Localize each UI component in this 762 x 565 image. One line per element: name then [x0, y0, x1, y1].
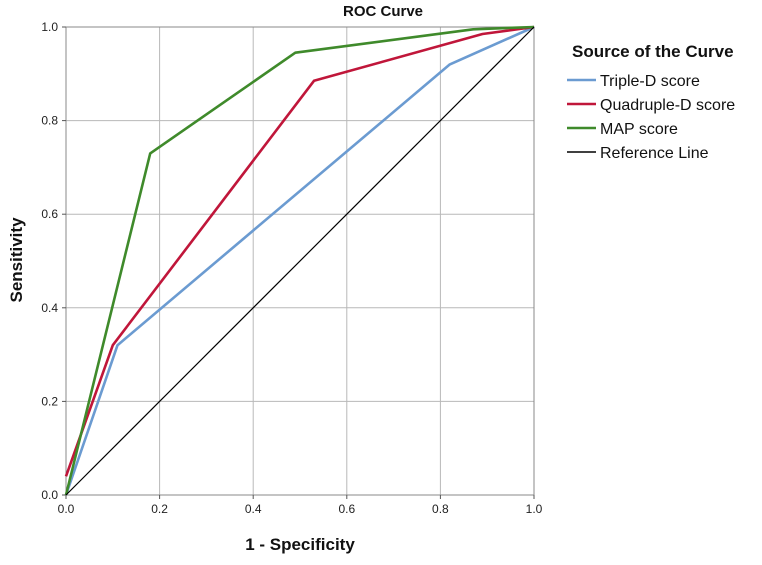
x-tick-label: 0.8: [432, 502, 449, 516]
x-tick-label: 0.4: [245, 502, 262, 516]
x-tick-label: 1.0: [526, 502, 543, 516]
series-line-reference-line: [65, 26, 535, 496]
y-tick-label: 0.2: [41, 394, 58, 408]
y-axis-title: Sensitivity: [7, 217, 26, 303]
axis-ticks: 0.0 0.2 0.4 0.6 0.8 1.0 0.0 0.2 0.4 0.6 0.8 1.0: [41, 20, 542, 516]
y-tick-label: 0.6: [41, 207, 58, 221]
x-tick-label: 0.6: [338, 502, 355, 516]
chart-title: ROC Curve: [343, 3, 423, 20]
y-tick-label: 0.8: [41, 114, 58, 128]
legend-label-quadruple-d-score: Quadruple-D score: [600, 97, 735, 114]
series-line-triple-d-score: [64, 25, 535, 496]
series-line-quadruple-d-score: [64, 25, 535, 477]
legend-label-triple-d-score: Triple-D score: [600, 73, 700, 90]
legend-items: Triple-D score Quadruple-D score MAP score…: [567, 73, 735, 162]
series-line-map-score: [64, 25, 535, 496]
legend: Source of the Curve Triple-D score Quadru…: [567, 42, 735, 162]
y-tick-label: 0.0: [41, 488, 58, 502]
y-tick-label: 0.4: [41, 301, 58, 315]
y-tick-label: 1.0: [41, 20, 58, 34]
legend-label-map-score: MAP score: [600, 121, 678, 138]
legend-title: Source of the Curve: [572, 42, 734, 61]
plot-frame: [65, 26, 535, 496]
series-lines: [64, 25, 535, 496]
x-tick-label: 0.0: [58, 502, 75, 516]
legend-label-reference-line: Reference Line: [600, 145, 709, 162]
x-axis-title: 1 - Specificity: [245, 535, 355, 554]
x-tick-label: 0.2: [151, 502, 168, 516]
